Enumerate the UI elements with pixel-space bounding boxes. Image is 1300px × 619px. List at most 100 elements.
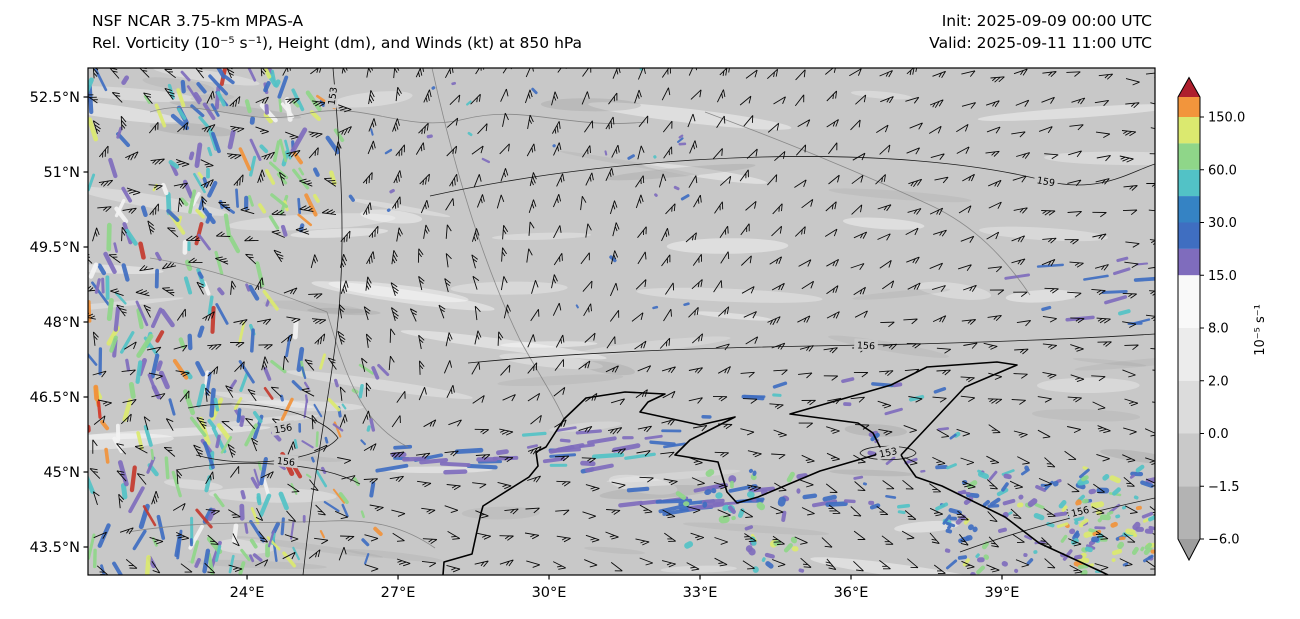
texture-streak — [1031, 409, 1141, 422]
wind-barb — [172, 503, 186, 511]
vorticity-patch — [722, 504, 730, 511]
wind-barb — [340, 280, 349, 294]
vorticity-patch — [811, 499, 838, 508]
vorticity-patch — [748, 468, 754, 473]
vorticity-patch — [1052, 480, 1059, 487]
wind-barb — [853, 560, 864, 572]
wind-barb — [337, 330, 346, 345]
colorbar-cell — [1178, 143, 1200, 170]
wind-barb — [1013, 68, 1028, 76]
wind-barb — [251, 437, 259, 452]
wind-barb — [1037, 396, 1052, 403]
wind-barb — [686, 506, 701, 514]
y-tick-label: 48°N — [43, 315, 80, 331]
vorticity-patch — [683, 302, 690, 307]
wind-barb — [663, 146, 673, 159]
vorticity-patch — [451, 81, 456, 86]
wind-barb — [1146, 183, 1155, 189]
wind-barb — [714, 201, 724, 214]
vorticity-patch — [476, 457, 498, 462]
vorticity-patch — [963, 496, 974, 505]
wind-barb — [720, 251, 730, 264]
wind-barb — [471, 228, 480, 242]
wind-barb — [637, 226, 647, 238]
wind-barb — [185, 235, 201, 242]
wind-barb — [1124, 261, 1139, 268]
figure-subtitle: Rel. Vorticity (10⁻⁵ s⁻¹), Height (dm), … — [92, 34, 582, 52]
wind-barb — [1094, 264, 1109, 271]
vorticity-patch — [332, 423, 344, 432]
vorticity-patch — [88, 77, 94, 95]
wind-barb — [193, 444, 203, 458]
vorticity-patch — [262, 289, 279, 311]
wind-barb — [255, 96, 269, 104]
wind-barb — [122, 207, 137, 214]
vorticity-patch — [677, 137, 684, 143]
wind-barb — [527, 362, 538, 374]
vorticity-patch — [252, 411, 263, 424]
wind-barb — [1016, 320, 1032, 327]
vorticity-patch — [748, 547, 756, 556]
vorticity-patch — [223, 75, 235, 85]
vorticity-patch — [253, 468, 261, 486]
wind-barb — [338, 104, 352, 113]
wind-barb — [161, 262, 177, 270]
wind-barb — [179, 390, 190, 402]
vorticity-patch — [267, 530, 275, 548]
vorticity-patch — [358, 383, 364, 399]
wind-barb — [850, 396, 865, 403]
x-tick-label: 27°E — [381, 585, 416, 601]
wind-barb — [88, 94, 98, 104]
vorticity-patch — [841, 377, 855, 384]
vorticity-patch — [143, 424, 153, 447]
wind-barb — [1123, 476, 1135, 487]
wind-barb — [362, 172, 373, 184]
vorticity-patch — [264, 68, 272, 79]
wind-barb — [148, 121, 159, 134]
wind-barb — [661, 418, 676, 426]
texture-streak — [852, 288, 951, 300]
wind-barb — [610, 562, 623, 572]
vorticity-patch — [426, 134, 433, 139]
wind-barb — [801, 199, 814, 209]
wind-barb — [961, 560, 975, 570]
texture-streak — [979, 226, 1109, 242]
wind-barb — [659, 337, 671, 349]
vorticity-patch — [675, 491, 687, 500]
wind-barb — [1098, 73, 1114, 80]
wind-barb — [1012, 534, 1025, 544]
wind-barb — [882, 480, 895, 490]
wind-barb — [445, 68, 454, 79]
wind-barb — [956, 124, 969, 133]
wind-barb — [1068, 538, 1082, 547]
vorticity-patch — [1027, 498, 1038, 508]
wind-barb — [1038, 477, 1052, 487]
vorticity-patch — [1117, 541, 1125, 550]
vorticity-patch — [790, 536, 798, 544]
wind-barb — [1044, 287, 1059, 294]
wind-barb — [1149, 153, 1155, 155]
vorticity-patch — [591, 452, 625, 459]
vorticity-patch — [673, 185, 680, 191]
vorticity-patch — [114, 292, 127, 305]
wind-barb — [988, 372, 1002, 380]
vorticity-patch — [983, 554, 990, 560]
wind-barb — [1124, 344, 1139, 351]
vorticity-patch — [897, 503, 911, 509]
vorticity-patch — [282, 551, 297, 568]
vorticity-patch — [147, 373, 159, 398]
wind-barb — [273, 249, 284, 263]
wind-barb — [1068, 150, 1082, 158]
vorticity-patch — [302, 515, 306, 523]
wind-barb — [987, 314, 1002, 322]
wind-barb — [688, 306, 699, 318]
wind-barb — [261, 151, 275, 161]
wind-barb — [502, 112, 509, 127]
wind-barb — [449, 94, 461, 106]
border-line — [149, 257, 328, 313]
wind-barb — [878, 428, 893, 436]
wind-barb — [1011, 258, 1026, 266]
vorticity-patch — [205, 213, 212, 224]
wind-barb — [552, 121, 561, 134]
vorticity-patch — [352, 476, 360, 487]
